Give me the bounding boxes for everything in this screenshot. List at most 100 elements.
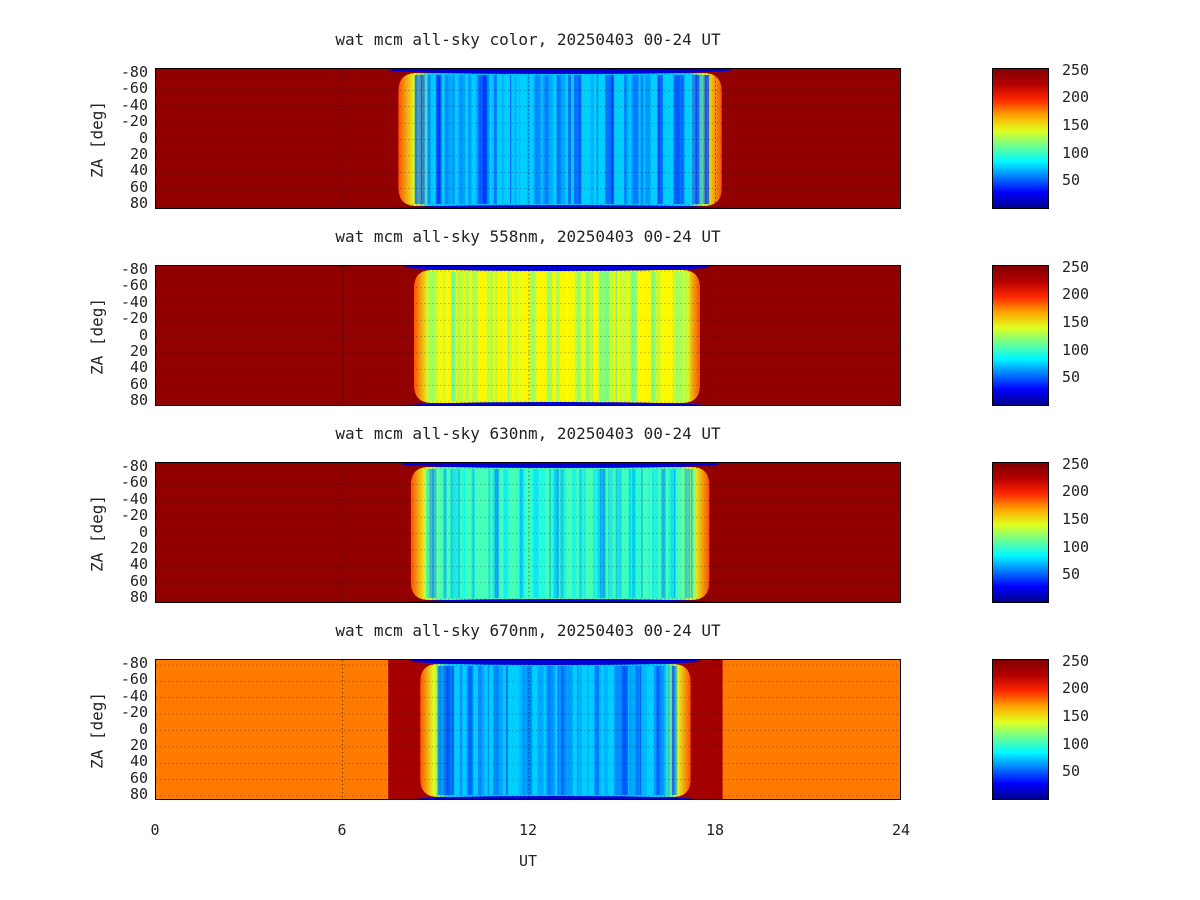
- y-tick-label: 20: [129, 341, 148, 360]
- intensity-streak: [548, 469, 552, 598]
- intensity-streak: [451, 272, 456, 401]
- y-tick-label: 0: [138, 719, 148, 738]
- intensity-streak: [673, 272, 675, 401]
- intensity-streak: [458, 469, 460, 598]
- intensity-streak: [461, 272, 465, 401]
- y-tick-label: -20: [120, 506, 148, 525]
- intensity-streak: [444, 75, 449, 204]
- intensity-streak: [432, 272, 435, 401]
- intensity-streak: [637, 469, 640, 598]
- y-tick-label: -80: [120, 63, 148, 81]
- intensity-streak: [481, 75, 486, 204]
- intensity-streak: [563, 469, 570, 598]
- intensity-streak: [608, 469, 614, 598]
- intensity-streak: [457, 272, 460, 401]
- intensity-streak: [603, 666, 605, 795]
- heatmap-plot: [155, 265, 901, 406]
- intensity-streak: [673, 469, 676, 598]
- intensity-streak: [518, 75, 520, 204]
- y-axis-label: ZA [deg]: [87, 297, 107, 375]
- intensity-streak: [553, 469, 559, 598]
- y-tick-label: 80: [129, 391, 148, 409]
- horizon-band: [414, 796, 696, 799]
- y-tick-label: 60: [129, 571, 148, 590]
- colorbar-tick-label: 50: [1062, 762, 1081, 781]
- colorbar-tick-label: 100: [1062, 143, 1090, 162]
- colorbar-tick-label: 150: [1062, 313, 1090, 332]
- y-axis-label: ZA [deg]: [87, 691, 107, 769]
- horizon-band: [400, 463, 720, 468]
- intensity-streak: [615, 666, 620, 795]
- intensity-streak: [598, 469, 605, 598]
- colorbar-tick-label: 200: [1062, 482, 1090, 501]
- intensity-streak: [480, 666, 486, 795]
- y-tick-label: 40: [129, 161, 148, 180]
- intensity-streak: [460, 666, 463, 795]
- intensity-streak: [535, 75, 542, 204]
- intensity-streak: [527, 666, 533, 795]
- panel-title: wat mcm all-sky 630nm, 20250403 00-24 UT: [335, 424, 721, 443]
- y-axis-label: ZA [deg]: [87, 494, 107, 572]
- horizon-band: [388, 69, 732, 74]
- intensity-streak: [428, 469, 434, 598]
- y-tick-label: -20: [120, 112, 148, 131]
- intensity-streak: [502, 75, 504, 204]
- x-tick-label: 0: [150, 821, 160, 839]
- intensity-streak: [493, 272, 498, 401]
- y-tick-label: -80: [120, 457, 148, 475]
- colorbar-tick-label: 100: [1062, 340, 1090, 359]
- colorbar-tick-label: 150: [1062, 510, 1090, 529]
- intensity-streak: [573, 272, 578, 401]
- intensity-streak: [458, 272, 461, 401]
- colorbar-tick-label: 250: [1062, 257, 1090, 276]
- y-tick-label: 0: [138, 325, 148, 344]
- intensity-streak: [509, 272, 515, 401]
- intensity-streak: [598, 666, 602, 795]
- colorbar-tick-label: 50: [1062, 565, 1081, 584]
- intensity-streak: [532, 469, 535, 598]
- intensity-streak: [571, 469, 577, 598]
- panel-title: wat mcm all-sky 558nm, 20250403 00-24 UT: [335, 227, 721, 246]
- intensity-streak: [652, 272, 657, 401]
- intensity-streak: [606, 75, 608, 204]
- y-tick-label: 40: [129, 358, 148, 377]
- intensity-streak: [565, 272, 570, 401]
- y-tick-label: -80: [120, 654, 148, 672]
- intensity-streak: [549, 272, 553, 401]
- intensity-streak: [557, 666, 559, 795]
- colorbar: [992, 462, 1049, 603]
- intensity-streak: [684, 469, 688, 598]
- colorbar-tick-label: 250: [1062, 651, 1090, 670]
- intensity-streak: [628, 666, 632, 795]
- intensity-streak: [661, 469, 664, 598]
- heatmap-svg: [156, 463, 900, 602]
- intensity-streak: [459, 75, 466, 204]
- intensity-streak: [559, 75, 566, 204]
- y-tick-label: -20: [120, 703, 148, 722]
- intensity-streak: [673, 666, 678, 795]
- y-tick-label: -40: [120, 292, 148, 311]
- intensity-streak: [593, 469, 596, 598]
- intensity-streak: [581, 469, 585, 598]
- intensity-streak: [676, 469, 681, 598]
- intensity-streak: [514, 75, 517, 204]
- y-axis-label: ZA [deg]: [87, 100, 107, 178]
- y-tick-label: -40: [120, 489, 148, 508]
- intensity-streak: [616, 469, 622, 598]
- intensity-streak: [607, 469, 609, 598]
- intensity-streak: [628, 469, 634, 598]
- intensity-streak: [466, 666, 469, 795]
- intensity-streak: [510, 75, 512, 204]
- heatmap-plot: [155, 462, 901, 603]
- x-tick-label: 12: [518, 821, 538, 839]
- horizon-band: [393, 205, 727, 208]
- intensity-streak: [539, 469, 546, 598]
- y-tick-label: 40: [129, 752, 148, 771]
- intensity-streak: [516, 469, 519, 598]
- intensity-streak: [428, 272, 435, 401]
- intensity-streak: [631, 272, 638, 401]
- y-tick-label: 0: [138, 128, 148, 147]
- intensity-streak: [492, 272, 495, 401]
- intensity-streak: [547, 75, 554, 204]
- intensity-streak: [437, 75, 440, 204]
